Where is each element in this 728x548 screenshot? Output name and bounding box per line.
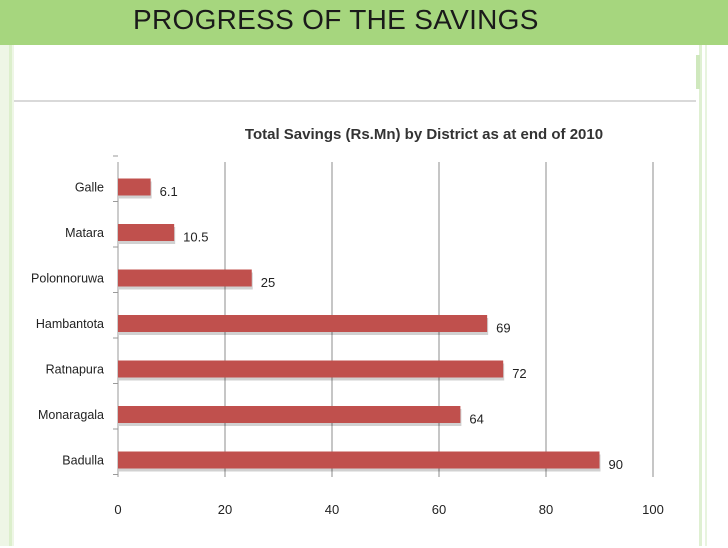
- bars: [118, 178, 601, 472]
- bar-matara: [118, 224, 175, 241]
- bar-polonnoruwa: [118, 269, 252, 287]
- bar-galle: [118, 178, 151, 196]
- data-label: 90: [609, 457, 623, 472]
- chart-frame: Total Savings (Rs.Mn) by District as at …: [14, 100, 696, 548]
- chart-title: Total Savings (Rs.Mn) by District as at …: [245, 126, 603, 143]
- data-label: 69: [496, 321, 510, 336]
- title-bar: PROGRESS OF THE SAVINGS: [0, 0, 728, 45]
- page-title: PROGRESS OF THE SAVINGS: [133, 4, 539, 35]
- right-decorative-line-2: [705, 45, 707, 546]
- x-tick-label: 40: [325, 502, 339, 517]
- data-label: 72: [512, 366, 526, 381]
- x-tick-label: 0: [114, 502, 121, 517]
- x-tick-label: 20: [218, 502, 232, 517]
- bar-monaragala: [118, 406, 461, 423]
- right-decorative-tab: [696, 55, 700, 89]
- bar-hambantota: [118, 315, 488, 332]
- category-label: Ratnapura: [46, 363, 104, 377]
- x-tick-label: 80: [539, 502, 553, 517]
- x-tick-label: 100: [642, 502, 664, 517]
- category-label: Badulla: [62, 454, 104, 468]
- category-label: Monaragala: [38, 408, 104, 422]
- bar-ratnapura: [118, 360, 504, 378]
- data-label: 6.1: [160, 184, 178, 199]
- labels: 0 20 40 60 80 100 Galle 6.1 Matara 10.5 Polonnoruw…: [31, 181, 664, 518]
- data-label: 64: [469, 412, 483, 427]
- savings-bar-chart: Total Savings (Rs.Mn) by District as at …: [31, 126, 664, 518]
- category-label: Matara: [65, 226, 104, 240]
- category-label: Hambantota: [36, 317, 104, 331]
- category-label: Galle: [75, 181, 104, 195]
- x-tick-label: 60: [432, 502, 446, 517]
- left-decorative-border: [0, 45, 14, 546]
- data-label: 10.5: [183, 230, 208, 245]
- category-label: Polonnoruwa: [31, 272, 104, 286]
- data-label: 25: [261, 275, 275, 290]
- bar-badulla: [118, 451, 600, 469]
- right-decorative-line: [699, 45, 702, 546]
